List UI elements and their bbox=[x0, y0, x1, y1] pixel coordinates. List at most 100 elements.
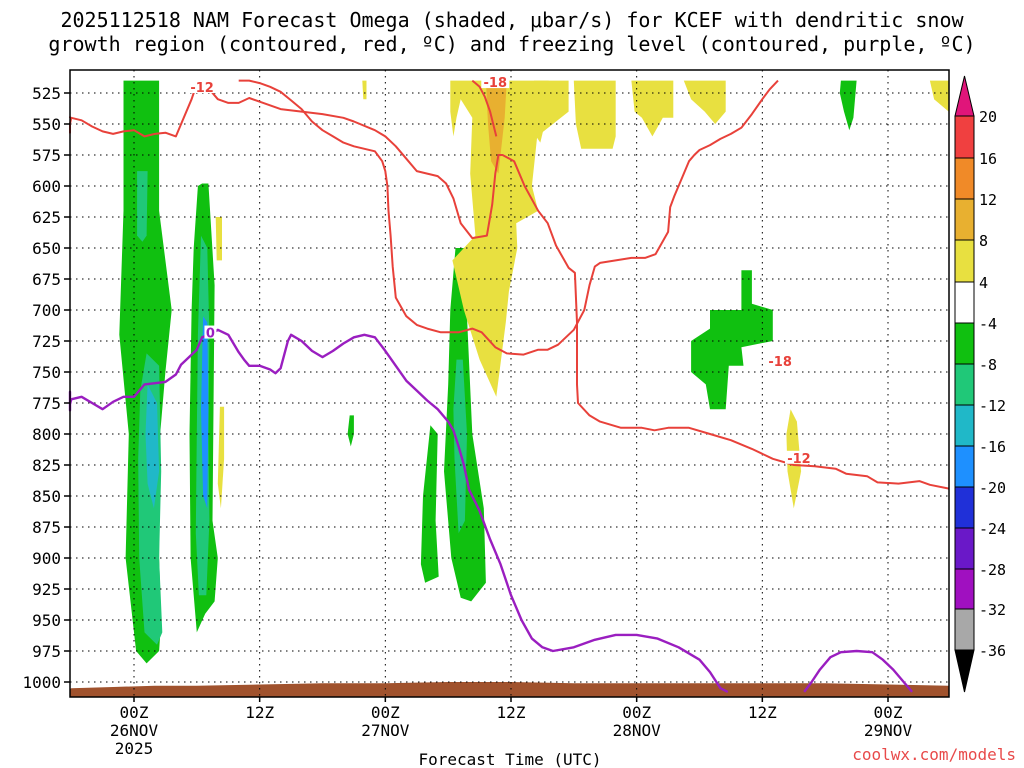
colorbar-label-1: 16 bbox=[979, 150, 997, 168]
omega-region-descent-e bbox=[534, 80, 549, 143]
dgz-contour-1 bbox=[238, 79, 779, 356]
colorbar-bin-8 bbox=[954, 404, 975, 447]
contours bbox=[68, 79, 950, 693]
omega-region-ascent-6z26-blue bbox=[201, 316, 209, 509]
omega-region-ascent-0z26-cyan bbox=[145, 384, 160, 509]
plot-frame bbox=[69, 69, 950, 698]
omega-region-descent-main-orange bbox=[485, 80, 507, 174]
omega-region-descent-f bbox=[573, 80, 616, 149]
colorbar-label-13: -36 bbox=[979, 642, 1006, 660]
omega-region-descent-d bbox=[362, 80, 367, 100]
terrain-surface bbox=[70, 682, 949, 697]
omega-region-ascent-19z27-teal bbox=[453, 359, 467, 534]
omega-region-ascent-28-green bbox=[691, 270, 773, 410]
y-tick-label-975: 975 bbox=[32, 642, 61, 661]
colorbar-label-6: -8 bbox=[979, 356, 997, 374]
chart-title-line2: growth region (contoured, red, ºC) and f… bbox=[48, 32, 975, 56]
omega-region-descent-h bbox=[683, 80, 726, 124]
dgz-contour-0 bbox=[69, 85, 950, 490]
x-tick-label-48: 00Z bbox=[622, 703, 651, 722]
omega-region-ascent-29-green bbox=[839, 80, 857, 131]
colorbar-bin-5 bbox=[954, 281, 975, 324]
y-tick-label-1000: 1000 bbox=[22, 673, 61, 692]
omega-region-ascent-27-left-green bbox=[420, 425, 439, 583]
omega-region-descent-i bbox=[929, 80, 949, 112]
x-tick-label-24: 00Z bbox=[371, 703, 400, 722]
colorbar: 20 16 12 8 4 -4 -8 -12 -16 -20 -24 -28 -32 -36 bbox=[954, 75, 1006, 693]
colorbar-label-11: -28 bbox=[979, 561, 1006, 579]
colorbar-bin-bottom bbox=[954, 649, 975, 693]
colorbar-bin-13 bbox=[954, 608, 975, 651]
x-axis-label: Forecast Time (UTC) bbox=[418, 750, 601, 768]
freezing-contour-0 bbox=[68, 328, 729, 693]
colorbar-label-8: -16 bbox=[979, 438, 1006, 456]
colorbar-bin-12 bbox=[954, 568, 975, 610]
x-tick-date-48: 28NOV bbox=[613, 721, 662, 740]
y-tick-label-900: 900 bbox=[32, 549, 61, 568]
colorbar-bin-6 bbox=[954, 322, 975, 365]
y-tick-label-725: 725 bbox=[32, 332, 61, 351]
contour-label-0: -12 bbox=[190, 81, 214, 96]
colorbar-label-12: -32 bbox=[979, 601, 1006, 619]
omega-region-ascent-27-speck bbox=[347, 415, 354, 447]
y-tick-label-800: 800 bbox=[32, 425, 61, 444]
contour-label-bg-0 bbox=[188, 80, 217, 94]
x-tick-label-72: 00Z bbox=[874, 703, 903, 722]
omega-region-descent-g bbox=[631, 80, 674, 137]
colorbar-label-4: 4 bbox=[979, 274, 988, 292]
y-tick-label-625: 625 bbox=[32, 208, 61, 227]
colorbar-label-7: -12 bbox=[979, 397, 1006, 415]
y-tick-label-675: 675 bbox=[32, 270, 61, 289]
colorbar-bin-top bbox=[954, 75, 975, 117]
x-tick-date-0: 26NOV bbox=[110, 721, 159, 740]
contour-label-2: 0 bbox=[206, 327, 215, 342]
colorbar-label-2: 12 bbox=[979, 191, 997, 209]
colorbar-label-10: -24 bbox=[979, 520, 1006, 538]
y-tick-label-825: 825 bbox=[32, 456, 61, 475]
contour-label-1: -18 bbox=[484, 76, 508, 91]
colorbar-label-9: -20 bbox=[979, 479, 1006, 497]
contour-label-bg-3 bbox=[766, 354, 795, 368]
y-tick-label-775: 775 bbox=[32, 394, 61, 413]
colorbar-bin-10 bbox=[954, 486, 975, 529]
y-tick-label-575: 575 bbox=[32, 146, 61, 165]
y-tick-label-525: 525 bbox=[32, 84, 61, 103]
contour-label-4: -12 bbox=[787, 452, 811, 467]
omega-region-descent-main bbox=[450, 80, 569, 397]
contour-label-3: -18 bbox=[768, 355, 792, 370]
omega-region-descent-c bbox=[215, 217, 222, 261]
contour-labels: -12 -18 0 -18 -12 bbox=[188, 75, 813, 467]
colorbar-bin-11 bbox=[954, 527, 975, 570]
x-tick-label-36: 12Z bbox=[497, 703, 526, 722]
dgz-contour-2 bbox=[471, 79, 498, 137]
omega-region-descent-b bbox=[217, 406, 225, 509]
y-tick-label-550: 550 bbox=[32, 115, 61, 134]
x-tick-label-0: 00Z bbox=[120, 703, 149, 722]
colorbar-bin-1 bbox=[954, 115, 975, 159]
contour-label-bg-1 bbox=[481, 75, 510, 89]
x-tick-date-24: 27NOV bbox=[361, 721, 410, 740]
credit-text[interactable]: coolwx.com/models bbox=[852, 745, 1016, 764]
plot-area bbox=[70, 80, 949, 697]
x-tick-label-60: 12Z bbox=[748, 703, 777, 722]
omega-region-ascent-0z26-teal bbox=[137, 171, 148, 242]
colorbar-bin-4 bbox=[954, 239, 975, 283]
y-tick-label-925: 925 bbox=[32, 580, 61, 599]
colorbar-bin-9 bbox=[954, 445, 975, 488]
colorbar-bin-7 bbox=[954, 363, 975, 406]
y-tick-label-950: 950 bbox=[32, 611, 61, 630]
colorbar-bin-3 bbox=[954, 198, 975, 241]
y-tick-label-850: 850 bbox=[32, 487, 61, 506]
y-tick-label-750: 750 bbox=[32, 363, 61, 382]
colorbar-label-5: -4 bbox=[979, 315, 997, 333]
colorbar-bin-2 bbox=[954, 157, 975, 200]
y-axis: 525 550 575 600 625 650 675 700 725 750 775 800 825 8… bbox=[22, 84, 70, 692]
y-tick-label-650: 650 bbox=[32, 239, 61, 258]
colorbar-label-3: 8 bbox=[979, 232, 988, 250]
chart-title-line1: 2025112518 NAM Forecast Omega (shaded, μ… bbox=[60, 8, 964, 32]
x-tick-date-72: 29NOV bbox=[864, 721, 913, 740]
y-tick-label-700: 700 bbox=[32, 301, 61, 320]
y-tick-label-600: 600 bbox=[32, 177, 61, 196]
